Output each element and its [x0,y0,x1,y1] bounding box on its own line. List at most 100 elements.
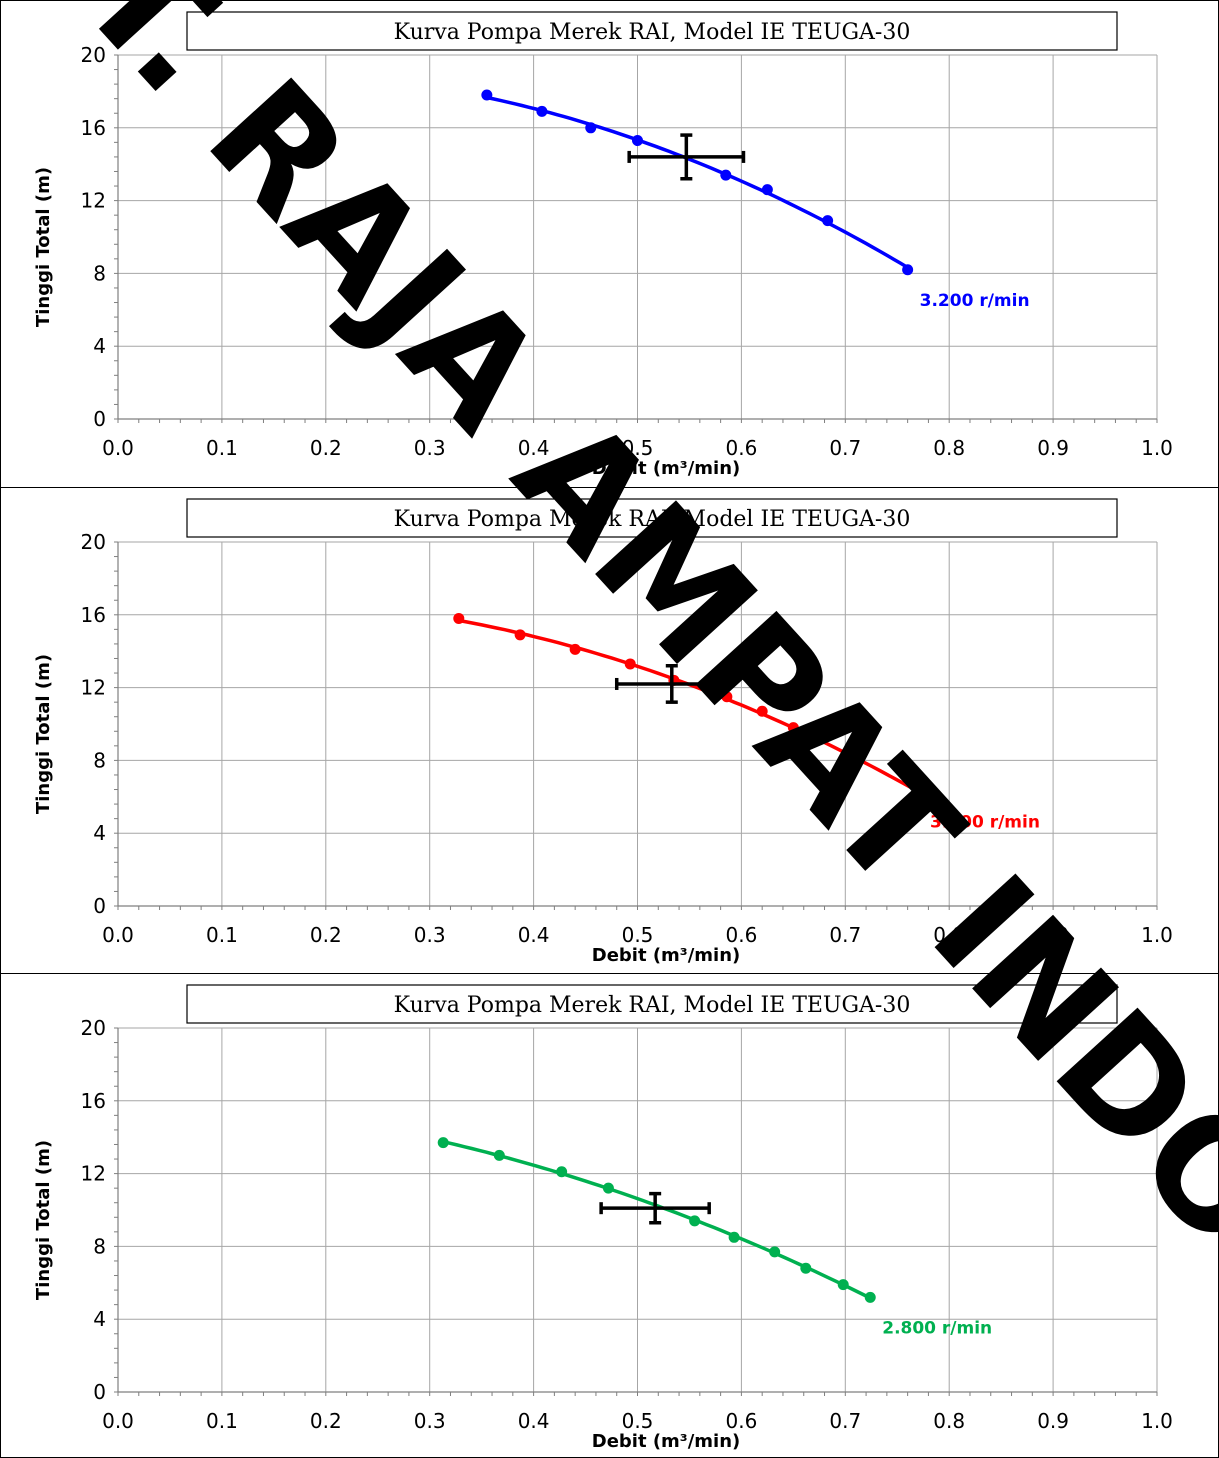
x-tick-label: 0.8 [933,923,965,947]
y-tick-label: 16 [81,1089,106,1113]
chart-title: Kurva Pompa Merek RAI, Model IE TEUGA-30 [394,20,911,45]
data-point [769,1246,781,1258]
x-axis-title: Debit (m³/min) [592,1431,740,1452]
chart-panel-2: 0.0 0.1 0.2 0.3 0.4 0.5 0.6 0.7 0.8 0.9 1.0 0 4 8 12 16… [0,487,1219,974]
x-tick-label: 0.9 [1037,436,1069,460]
x-tick-label: 0.1 [206,436,238,460]
y-tick-label: 8 [93,748,106,772]
series-line [458,618,919,794]
y-tick-label: 8 [93,261,106,285]
data-point [837,1279,849,1291]
data-point [761,184,773,196]
data-point [787,722,799,734]
data-point [632,135,643,147]
chart-title: Kurva Pompa Merek RAI, Model IE TEUGA-30 [394,507,911,532]
x-tick-label: 0.5 [622,923,654,947]
data-point [822,215,834,227]
x-tick-label: 0.2 [310,436,342,460]
y-tick-label: 20 [81,530,106,554]
y-tick-label: 4 [93,1307,106,1331]
x-axis-title: Debit (m³/min) [592,945,740,966]
x-tick-label: 0.3 [414,1409,446,1433]
data-point [453,612,465,624]
x-tick-label: 0.0 [102,923,134,947]
x-tick-label: 0.4 [518,436,550,460]
data-point [437,1137,449,1149]
x-tick-label: 0.3 [414,923,446,947]
y-axis-title: Tinggi Total (m) [33,1140,54,1300]
data-point [493,1149,505,1161]
y-tick-label: 12 [81,1162,106,1186]
series-label: 3.000 r/min [930,812,1040,832]
series-label: 2.800 r/min [882,1318,992,1338]
data-point [556,1166,568,1178]
x-tick-label: 0.1 [206,1409,238,1433]
data-point [602,1182,614,1194]
y-axis-title: Tinggi Total (m) [33,167,54,327]
x-tick-label: 0.9 [1037,923,1069,947]
grid [117,541,1158,907]
data-point [624,658,636,670]
data-point [721,691,733,703]
x-axis-title: Debit (m³/min) [592,458,740,479]
series-label: 3.200 r/min [920,291,1030,311]
chart-1: 0.0 0.1 0.2 0.3 0.4 0.5 0.6 0.7 0.8 0.9 1.0 0 4 8 12 16… [33,11,1173,479]
y-tick-label: 20 [81,1016,106,1040]
y-tick-label: 8 [93,1234,106,1258]
y-tick-label: 20 [81,43,106,67]
x-tick-label: 0.5 [622,1409,654,1433]
x-tick-label: 0.3 [414,436,446,460]
y-tick-label: 12 [81,676,106,700]
chart-title-box [186,984,1118,1024]
data-point [850,754,862,766]
data-point [585,122,597,134]
chart-title-box [186,11,1118,51]
y-axis-title: Tinggi Total (m) [33,654,54,814]
x-tick-label: 1.0 [1141,1409,1173,1433]
x-tick-label: 0.4 [518,923,550,947]
data-point [720,169,732,181]
chart-3: 0.0 0.1 0.2 0.3 0.4 0.5 0.6 0.7 0.8 0.9 1.0 0 4 8 12 16… [33,984,1173,1452]
series-line [486,95,909,270]
x-tick-label: 0.0 [102,1409,134,1433]
data-point [689,1215,701,1227]
chart-2: 0.0 0.1 0.2 0.3 0.4 0.5 0.6 0.7 0.8 0.9 1.0 0 4 8 12 16… [33,498,1173,966]
x-tick-label: 0.6 [725,923,757,947]
x-tick-label: 0.0 [102,436,134,460]
grid [117,1027,1158,1393]
y-tick-label: 16 [81,603,106,627]
data-point [514,629,526,641]
y-tick-label: 0 [93,407,106,431]
x-tick-label: 0.6 [725,1409,757,1433]
y-tick-label: 4 [93,821,106,845]
x-tick-label: 0.2 [310,923,342,947]
x-tick-label: 0.1 [206,923,238,947]
data-point [481,89,493,101]
data-point [569,643,581,655]
chart-title-box [186,498,1118,538]
chart-panel-1: 0.0 0.1 0.2 0.3 0.4 0.5 0.6 0.7 0.8 0.9 1.0 0 4 8 12 16… [0,0,1219,488]
data-point [902,264,914,276]
x-tick-label: 0.5 [622,436,654,460]
data-point [864,1291,876,1303]
x-tick-label: 0.8 [933,436,965,460]
grid [117,54,1158,420]
data-point [912,785,924,797]
x-tick-label: 0.7 [829,1409,861,1433]
x-tick-label: 1.0 [1141,436,1173,460]
data-point [756,705,768,717]
y-tick-label: 0 [93,1380,106,1404]
chart-panel-3: 0.0 0.1 0.2 0.3 0.4 0.5 0.6 0.7 0.8 0.9 1.0 0 4 8 12 16… [0,973,1219,1458]
data-point [536,105,548,117]
x-tick-label: 0.6 [725,436,757,460]
y-tick-label: 16 [81,116,106,140]
x-tick-label: 0.2 [310,1409,342,1433]
x-tick-label: 0.4 [518,1409,550,1433]
y-tick-label: 4 [93,334,106,358]
x-tick-label: 1.0 [1141,923,1173,947]
chart-title: Kurva Pompa Merek RAI, Model IE TEUGA-30 [394,993,911,1018]
x-tick-label: 0.8 [933,1409,965,1433]
data-point [728,1231,740,1243]
y-tick-label: 0 [93,894,106,918]
x-tick-label: 0.7 [829,436,861,460]
